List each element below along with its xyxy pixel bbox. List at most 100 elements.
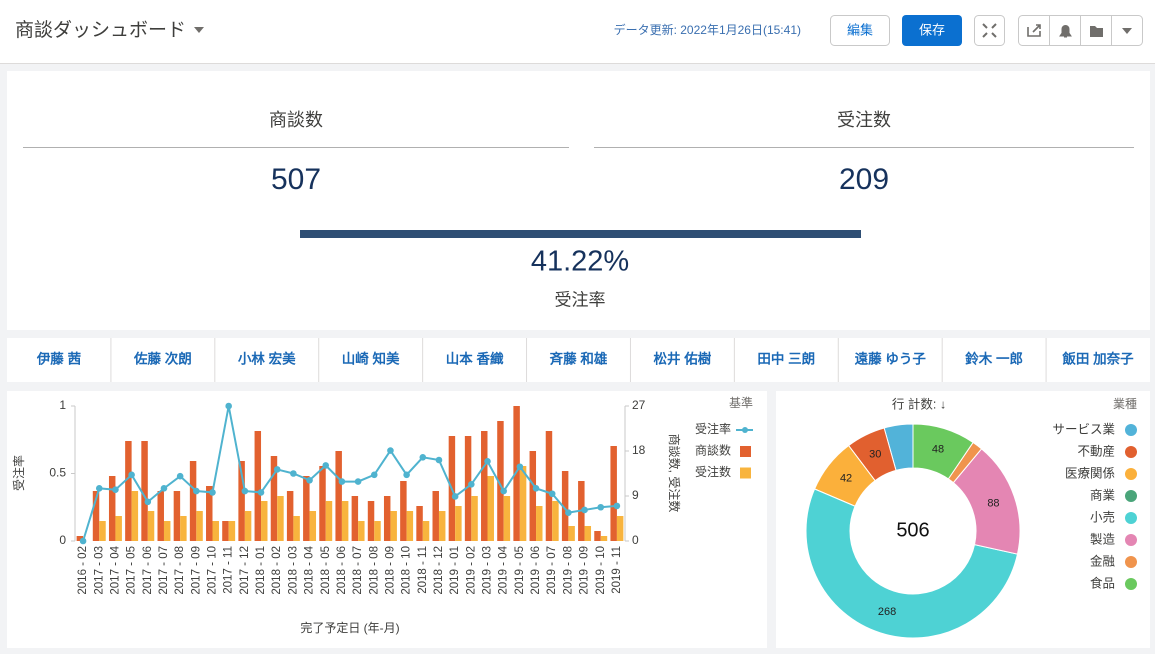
rate-point: [225, 402, 232, 410]
rate-point: [241, 487, 249, 495]
action-dividers: [1049, 16, 1112, 45]
tab-label[interactable]: 山本 香織: [446, 351, 504, 367]
x-tick-label: 2019 - 11: [611, 546, 623, 594]
rate-point: [128, 471, 135, 479]
donut-total: 506: [896, 519, 929, 541]
bar: [131, 491, 139, 541]
x-tick-label: 2019 - 10: [595, 546, 607, 595]
bar: [422, 521, 430, 541]
bar: [416, 506, 423, 541]
bar: [358, 521, 365, 541]
bar: [561, 471, 569, 541]
more-dropdown[interactable]: [1122, 28, 1132, 34]
rate-point: [451, 493, 459, 500]
bar: [513, 406, 520, 541]
fullscreen-button[interactable]: [974, 15, 1005, 46]
bar: [325, 501, 333, 541]
tab-label[interactable]: 飯田 加奈子: [1061, 351, 1134, 367]
y-axis-title: 受注率: [11, 455, 26, 491]
rate-line: [82, 405, 617, 542]
bar: [545, 431, 553, 541]
bar: [157, 491, 164, 541]
tab-label[interactable]: 鈴木 一郎: [965, 351, 1023, 367]
rate-point: [290, 470, 297, 477]
bar: [503, 496, 511, 541]
bar: [244, 511, 252, 541]
legend-swatch: [1125, 468, 1137, 480]
legend-swatch: [1125, 512, 1137, 524]
rate-point: [338, 478, 346, 485]
rate-point: [565, 509, 572, 516]
x-tick-label: 2019 - 02: [465, 546, 477, 595]
tab-bar: [7, 338, 1150, 382]
rate-point: [257, 489, 265, 496]
legend-label: 受注数: [695, 464, 731, 479]
legend-swatch: [1125, 556, 1137, 568]
tab-label[interactable]: 小林 宏美: [238, 351, 296, 367]
bar: [400, 481, 407, 541]
tab-label[interactable]: 斉藤 和雄: [550, 351, 608, 367]
bar: [497, 421, 504, 541]
bar: [92, 491, 100, 541]
tab-label[interactable]: 田中 三朗: [757, 351, 815, 367]
bar: [351, 496, 359, 541]
tab-label[interactable]: 伊藤 茜: [36, 351, 81, 367]
bar: [390, 511, 397, 541]
update-time: データ更新: 2022年1月26日(15:41): [614, 22, 801, 37]
rate-point: [403, 471, 410, 479]
tab-label[interactable]: 遠藤 ゆう子: [855, 351, 927, 367]
x-tick-label: 2017 - 11: [223, 546, 235, 594]
rate-point: [209, 489, 216, 496]
x-tick-label: 2018 - 12: [433, 546, 445, 595]
rate-point: [419, 454, 427, 461]
donut-slice: [805, 488, 1019, 639]
legend-label: 商業: [1090, 487, 1116, 502]
rate-point: [468, 481, 475, 488]
folder-icon[interactable]: [1090, 26, 1103, 37]
bar: [108, 476, 116, 541]
legend-label: 受注率: [695, 421, 731, 436]
save-button[interactable]: [902, 15, 962, 46]
edit-button-label[interactable]: 編集: [847, 22, 873, 37]
x-tick-label: 2018 - 10: [401, 546, 413, 595]
bar: [141, 441, 148, 541]
bell-icon[interactable]: [1059, 25, 1072, 38]
edit-button[interactable]: [830, 15, 890, 46]
slice-label: 268: [878, 606, 896, 618]
bar: [303, 476, 310, 541]
bar: [228, 521, 236, 541]
save-button-label[interactable]: 保存: [919, 22, 945, 37]
kpi-value: 507: [271, 163, 321, 196]
tab-label[interactable]: 松井 佑樹: [654, 351, 712, 367]
tab-label[interactable]: 山崎 知美: [342, 351, 400, 367]
rate-point: [95, 485, 103, 492]
kpi-label: 受注数: [837, 110, 891, 130]
rate-point: [516, 463, 524, 471]
title-dropdown[interactable]: [194, 27, 204, 33]
legend-label: 医療関係: [1065, 466, 1115, 480]
bar: [335, 451, 342, 541]
rate-point: [79, 537, 87, 545]
bar: [196, 511, 203, 541]
bar: [594, 531, 601, 541]
rate-point: [193, 487, 200, 495]
bar: [464, 436, 472, 541]
tab-label[interactable]: 佐藤 次朗: [133, 351, 192, 367]
dashboard-title: 商談ダッシュボード: [15, 19, 186, 41]
y-tick-label: 0: [59, 533, 66, 547]
bar: [568, 526, 575, 541]
bar: [383, 496, 391, 541]
bar: [206, 486, 213, 541]
rate-point: [387, 447, 394, 454]
bar: [99, 521, 106, 541]
rate-point: [370, 471, 378, 479]
y2-axis-title: 商談数, 受注数: [667, 434, 682, 513]
x-tick-label: 2018 - 01: [255, 546, 267, 595]
legend-title: 業種: [1113, 397, 1137, 411]
share-icon[interactable]: [1027, 24, 1041, 37]
donut-slice: [912, 423, 974, 480]
x-tick-label: 2019 - 06: [530, 546, 542, 595]
rate-point: [160, 485, 168, 492]
legend-label: 商談数: [695, 443, 731, 458]
